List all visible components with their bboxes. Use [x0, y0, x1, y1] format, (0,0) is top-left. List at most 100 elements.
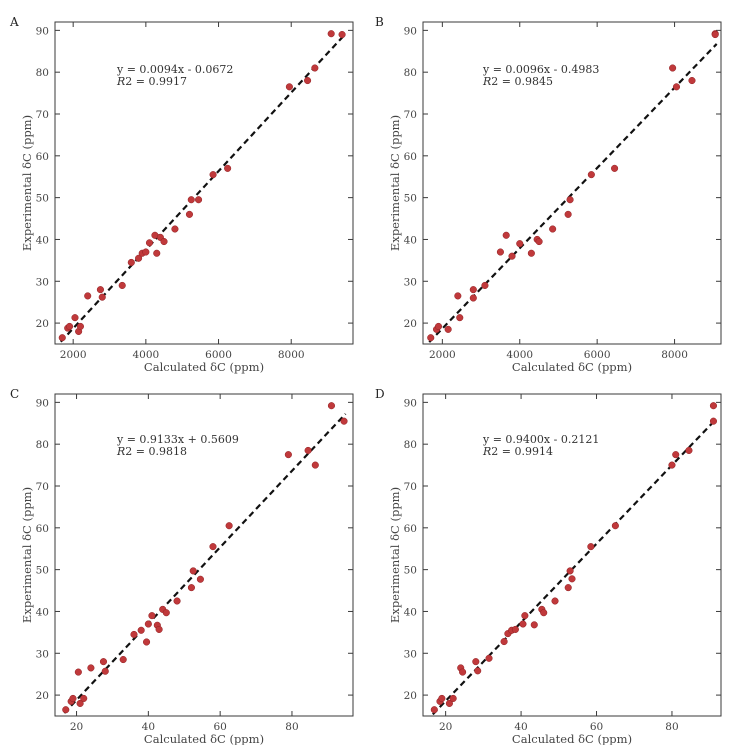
y-tick-label: 60: [404, 523, 417, 535]
data-point: [530, 621, 538, 629]
data-point: [516, 240, 524, 248]
r-squared-value: 2 = 0.9818: [125, 445, 187, 458]
x-tick-label: 4000: [506, 349, 533, 361]
data-point: [155, 625, 163, 633]
x-tick-label: 20: [439, 721, 452, 733]
data-point: [564, 584, 572, 592]
regression-line: [428, 43, 718, 343]
plot-frame: [54, 393, 354, 717]
data-point: [511, 625, 519, 633]
data-point: [469, 286, 477, 294]
y-tick-label: 30: [404, 276, 417, 288]
data-point: [96, 286, 104, 294]
data-point: [685, 446, 693, 455]
data-point: [521, 612, 529, 620]
y-tick-label: 70: [404, 481, 417, 493]
x-tick-label: 2000: [60, 349, 87, 361]
y-tick-label: 90: [404, 25, 417, 37]
data-point: [143, 638, 151, 646]
data-point: [148, 612, 156, 620]
data-point: [668, 461, 676, 469]
y-tick-label: 30: [36, 276, 49, 288]
panel-b: B 2000 4000 6000 8000 20 30 40 50 60 70 80 90 Calcula…: [375, 15, 722, 374]
data-point: [709, 402, 718, 410]
panel-a: A 2000 4000 6000 8000 20 30 40 50 60 70 80 90 Calcula…: [9, 15, 354, 374]
y-tick-label: 80: [404, 439, 417, 451]
data-point: [127, 258, 135, 267]
data-point: [119, 655, 127, 664]
y-tick-label: 90: [404, 397, 417, 409]
data-point: [587, 543, 595, 551]
data-point: [187, 196, 195, 204]
data-point: [173, 597, 181, 605]
plot-frame: [422, 21, 722, 345]
data-point: [145, 239, 154, 247]
y-tick-label: 30: [36, 648, 49, 660]
panel-letter: C: [10, 387, 19, 401]
data-point: [564, 210, 572, 218]
data-point: [519, 620, 527, 628]
data-point: [62, 706, 70, 714]
data-point: [311, 461, 319, 469]
data-point: [587, 171, 595, 179]
data-point: [137, 626, 145, 634]
y-tick-label: 70: [404, 109, 417, 121]
fit-equation: y = 0.0096x - 0.4983: [482, 63, 599, 76]
data-point: [76, 699, 84, 708]
x-axis-title: Calculated δC (ppm): [512, 360, 632, 374]
data-point: [187, 584, 195, 592]
data-point: [171, 225, 179, 233]
y-tick-label: 70: [36, 481, 49, 493]
r-squared-symbol: R: [116, 75, 125, 88]
data-point: [445, 699, 453, 708]
y-tick-label: 40: [404, 606, 417, 618]
data-point: [535, 237, 543, 246]
data-point: [87, 664, 95, 672]
plot-frame: [54, 21, 354, 345]
data-point: [688, 76, 696, 85]
panel-letter: D: [375, 387, 385, 401]
data-point: [74, 668, 82, 676]
x-tick-label: 4000: [132, 349, 159, 361]
data-point: [130, 630, 138, 639]
data-point: [224, 164, 232, 172]
data-point: [430, 706, 438, 714]
data-point: [472, 658, 480, 666]
data-point: [285, 83, 293, 91]
x-tick-label: 40: [514, 721, 527, 733]
data-point: [551, 597, 559, 605]
y-tick-label: 50: [404, 565, 417, 577]
data-point: [327, 402, 336, 410]
r-squared-value: 2 = 0.9845: [491, 75, 553, 88]
data-point: [98, 293, 106, 301]
data-point: [427, 334, 435, 342]
y-tick-label: 80: [404, 67, 417, 79]
y-tick-label: 80: [36, 439, 49, 451]
regression-line: [432, 419, 716, 716]
data-point: [144, 620, 152, 628]
x-tick-label: 60: [213, 721, 226, 733]
y-tick-label: 60: [404, 151, 417, 163]
x-tick-label: 80: [285, 721, 298, 733]
y-axis-title: Experimental δC (ppm): [388, 115, 402, 251]
data-point: [311, 64, 319, 72]
fit-equation: y = 0.0094x - 0.0672: [116, 63, 233, 76]
data-point: [611, 164, 619, 172]
y-tick-label: 70: [36, 109, 49, 121]
data-point: [456, 314, 464, 322]
regression-line: [63, 413, 347, 714]
data-point: [65, 322, 74, 330]
data-point: [672, 451, 680, 459]
data-point: [527, 249, 535, 257]
panel-letter: A: [9, 15, 19, 29]
data-point: [485, 654, 493, 662]
panel-letter: B: [375, 15, 384, 29]
data-point: [160, 237, 168, 246]
data-point: [185, 210, 194, 218]
data-point: [71, 314, 79, 322]
r-squared-value: 2 = 0.9917: [125, 75, 187, 88]
x-tick-label: 80: [665, 721, 678, 733]
r-squared: R2 = 0.9845: [482, 75, 553, 88]
data-point: [69, 694, 77, 702]
